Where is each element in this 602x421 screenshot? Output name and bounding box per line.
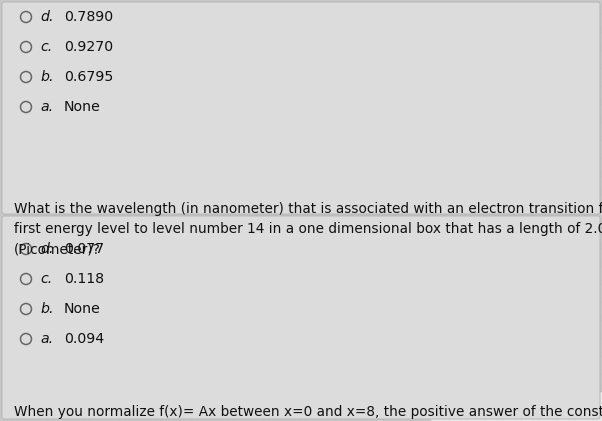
Text: a.: a. [40, 332, 53, 346]
Bar [430, 391, 602, 421]
Text: 0.077: 0.077 [64, 242, 104, 256]
Text: 0.118: 0.118 [64, 272, 104, 286]
Text: 0.7890: 0.7890 [64, 10, 113, 24]
Text: 0.6795: 0.6795 [64, 70, 113, 84]
Text: d.: d. [40, 10, 54, 24]
Text: b.: b. [40, 302, 54, 316]
Text: c.: c. [40, 40, 52, 54]
Text: a.: a. [40, 100, 53, 114]
Text: d.: d. [40, 242, 54, 256]
Text: 0.9270: 0.9270 [64, 40, 113, 54]
Text: None: None [64, 100, 101, 114]
Text: None: None [64, 302, 101, 316]
Text: b.: b. [40, 70, 54, 84]
Text: c.: c. [40, 272, 52, 286]
Text: 0.094: 0.094 [64, 332, 104, 346]
FancyBboxPatch shape [2, 2, 600, 214]
Text: When you normalize f(x)= Ax between x=0 and x=8, the positive answer of the cons: When you normalize f(x)= Ax between x=0 … [14, 405, 602, 421]
Text: What is the wavelength (in nanometer) that is associated with an electron transi: What is the wavelength (in nanometer) th… [14, 202, 602, 256]
FancyBboxPatch shape [2, 216, 600, 419]
